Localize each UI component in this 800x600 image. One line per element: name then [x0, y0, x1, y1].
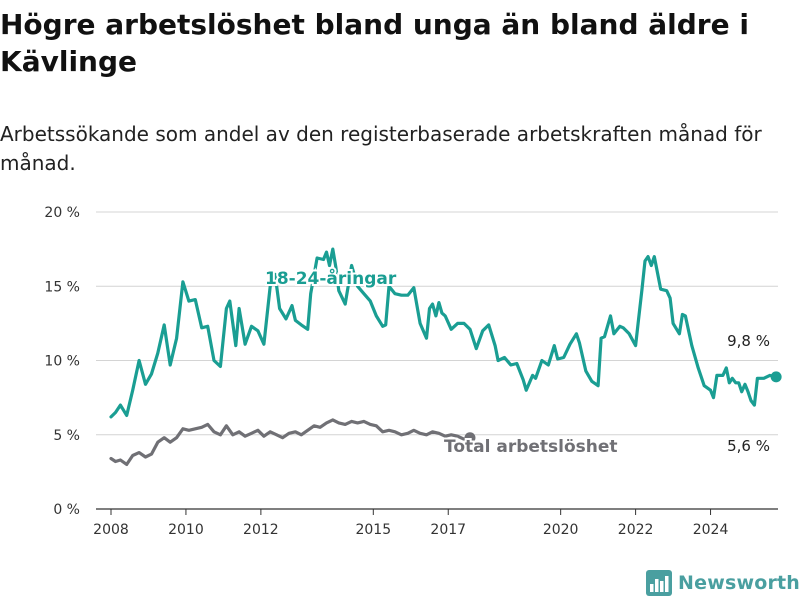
- x-tick-label: 2024: [693, 522, 729, 538]
- y-axis: 0 % 5 % 10 % 15 % 20 %: [44, 205, 80, 518]
- y-tick-label: 0 %: [53, 502, 80, 518]
- chart-subtitle: Arbetssökande som andel av den registerb…: [0, 122, 762, 175]
- x-tick-label: 2022: [618, 522, 654, 538]
- x-tick-label: 2015: [355, 522, 391, 538]
- end-value-label: 5,6 %: [727, 437, 770, 455]
- x-axis: 2008 2010 2012 2015 2017 2020 2022 2024: [93, 509, 728, 538]
- y-tick-label: 10 %: [44, 354, 80, 370]
- y-tick-label: 15 %: [44, 279, 80, 295]
- y-tick-label: 20 %: [44, 205, 80, 221]
- brand-name: Newsworthy: [678, 572, 800, 594]
- series-line: [109, 247, 778, 419]
- x-tick-label: 2010: [168, 522, 204, 538]
- end-point: [770, 371, 782, 383]
- x-tick-label: 2012: [243, 522, 279, 538]
- end-point: [464, 432, 476, 444]
- y-tick-label: 5 %: [53, 428, 80, 444]
- series-lines: [109, 247, 782, 466]
- series-labels: 18-24-åringar Total arbetslöshet 9,8 % 5,6 …: [263, 265, 770, 459]
- x-tick-label: 2020: [543, 522, 579, 538]
- chart-title: Högre arbetslöshet bland unga än bland ä…: [0, 8, 749, 78]
- newsworthy-logo: Newsworthy: [646, 568, 800, 598]
- series-line: [109, 418, 472, 466]
- gridlines: [96, 211, 778, 510]
- end-value-label: 9,8 %: [727, 332, 770, 350]
- x-tick-label: 2008: [93, 522, 129, 538]
- x-tick-label: 2017: [430, 522, 466, 538]
- bar-chart-logo-icon: [646, 570, 672, 596]
- series-name-label: Total arbetslöshet: [444, 437, 618, 457]
- series-name-label: 18-24-åringar: [265, 267, 397, 289]
